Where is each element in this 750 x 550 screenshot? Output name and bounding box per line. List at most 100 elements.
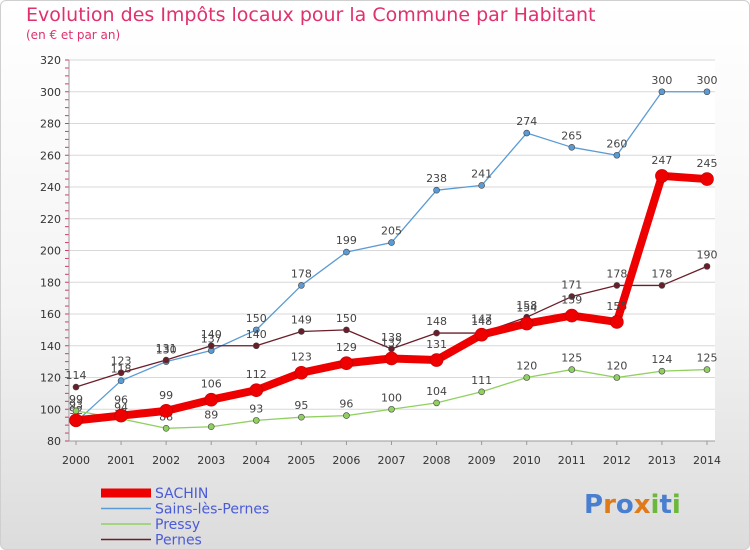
logo-letter: x — [633, 490, 651, 520]
data-label-sains-l-s-pernes: 238 — [426, 172, 447, 185]
data-point-pressy — [478, 388, 485, 396]
data-point-pressy — [613, 374, 621, 381]
data-label-pernes: 150 — [336, 312, 357, 325]
data-point-pressy — [658, 367, 666, 375]
y-tick-label: 80 — [47, 435, 61, 448]
x-tick-label: 2006 — [332, 454, 360, 467]
x-tick-label: 2004 — [242, 454, 270, 467]
x-tick-label: 2008 — [423, 454, 451, 467]
data-point-sachin — [655, 169, 669, 183]
data-point-pressy — [388, 405, 395, 413]
logo-letter: P — [584, 490, 604, 520]
data-label-sachin: 96 — [114, 394, 128, 407]
logo-letter: i — [650, 490, 660, 520]
data-point-pernes — [568, 293, 576, 300]
data-point-sachin — [519, 316, 534, 331]
y-tick-label: 260 — [40, 149, 61, 162]
data-point-sains-l-s-pernes — [252, 326, 260, 334]
data-point-sachin — [294, 365, 309, 380]
x-tick-label: 2012 — [603, 454, 631, 467]
data-label-sains-l-s-pernes: 241 — [471, 167, 492, 180]
legend-label: SACHIN — [155, 486, 208, 502]
data-point-pressy — [343, 412, 350, 419]
data-label-sachin: 154 — [516, 302, 537, 315]
data-label-sachin: 112 — [246, 368, 267, 381]
data-label-sachin: 129 — [336, 341, 357, 354]
data-point-sachin — [204, 392, 219, 407]
y-tick-label: 140 — [40, 340, 61, 353]
x-tick-label: 2002 — [152, 454, 180, 467]
data-point-sains-l-s-pernes — [658, 88, 666, 96]
data-point-pernes — [162, 356, 170, 364]
data-label-sains-l-s-pernes: 265 — [561, 129, 582, 142]
y-tick-label: 200 — [40, 245, 61, 258]
data-label-pressy: 89 — [204, 409, 218, 422]
data-label-sachin: 247 — [651, 154, 672, 167]
logo-letter: r — [603, 490, 616, 520]
x-tick-label: 2007 — [378, 454, 406, 467]
x-tick-label: 2001 — [107, 454, 135, 467]
data-point-pressy — [433, 399, 440, 407]
y-tick-label: 120 — [40, 372, 61, 385]
y-tick-label: 320 — [40, 54, 61, 67]
data-point-sachin — [610, 315, 624, 329]
data-label-pressy: 120 — [606, 360, 627, 373]
data-point-sains-l-s-pernes — [343, 248, 350, 256]
data-point-pernes — [613, 282, 621, 289]
data-point-sains-l-s-pernes — [568, 144, 576, 151]
data-point-pressy — [207, 423, 215, 431]
y-tick-label: 280 — [40, 118, 61, 131]
data-label-pressy: 99 — [69, 393, 83, 406]
data-point-pressy — [162, 424, 170, 432]
x-tick-label: 2009 — [468, 454, 496, 467]
data-label-sachin: 131 — [426, 338, 447, 351]
data-point-pressy — [298, 413, 305, 421]
data-point-pressy — [252, 417, 260, 424]
data-point-sains-l-s-pernes — [523, 129, 531, 137]
data-point-sachin — [339, 356, 354, 371]
data-label-pernes: 140 — [201, 328, 222, 341]
y-tick-label: 180 — [40, 276, 61, 289]
data-label-sains-l-s-pernes: 260 — [606, 137, 627, 150]
y-tick-label: 240 — [40, 181, 61, 194]
proxiti-logo: Proxiti — [584, 490, 681, 520]
x-tick-label: 2011 — [558, 454, 586, 467]
data-point-sachin — [429, 353, 444, 367]
data-point-pernes — [72, 383, 80, 391]
data-label-sachin: 93 — [69, 398, 83, 411]
data-label-sains-l-s-pernes: 178 — [291, 267, 312, 280]
data-label-pernes: 178 — [651, 267, 672, 280]
y-tick-label: 220 — [40, 213, 61, 226]
data-label-sains-l-s-pernes: 118 — [111, 363, 132, 376]
data-point-pressy — [703, 366, 711, 373]
y-tick-label: 300 — [40, 86, 61, 99]
data-label-sachin: 132 — [381, 336, 402, 349]
data-point-sains-l-s-pernes — [388, 239, 395, 246]
data-label-pressy: 93 — [249, 402, 263, 415]
data-point-pressy — [523, 374, 531, 381]
data-point-pressy — [568, 366, 576, 373]
data-point-pernes — [207, 342, 215, 350]
data-label-pernes: 138 — [381, 331, 402, 344]
logo-letter: o — [615, 490, 634, 520]
data-label-pressy: 124 — [651, 353, 672, 366]
data-label-sachin: 155 — [606, 300, 627, 313]
x-tick-label: 2000 — [62, 454, 90, 467]
data-label-pernes: 149 — [291, 313, 312, 326]
legend-label: Pressy — [155, 517, 200, 533]
data-label-pernes: 123 — [111, 355, 132, 368]
data-point-sains-l-s-pernes — [478, 182, 485, 189]
data-point-sachin — [159, 404, 173, 418]
data-label-pernes: 114 — [66, 369, 87, 382]
legend-label: Sains-lès-Pernes — [155, 502, 269, 518]
data-point-pernes — [298, 328, 305, 335]
logo-letter: i — [671, 490, 681, 520]
data-point-pernes — [433, 329, 440, 337]
x-tick-label: 2003 — [197, 454, 225, 467]
data-label-pernes: 131 — [156, 342, 177, 355]
data-point-pernes — [703, 263, 711, 270]
data-label-pressy: 96 — [339, 398, 353, 411]
data-point-sains-l-s-pernes — [117, 377, 125, 384]
